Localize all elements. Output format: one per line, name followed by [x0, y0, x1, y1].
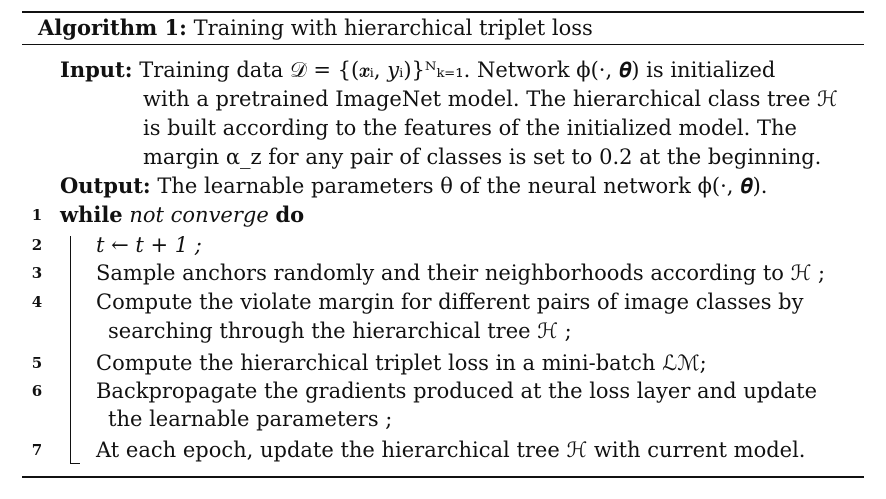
loop-body-bar [70, 236, 71, 464]
input-line-1: Input: Training data 𝒟 = {(𝒙ᵢ, 𝑦ᵢ)}ᴺₖ₌₁.… [60, 56, 775, 84]
top-rule [22, 11, 864, 13]
step-4-text: Compute the violate margin for different… [96, 290, 804, 314]
step-6-text: Backpropagate the gradients produced at … [96, 379, 817, 403]
step-number-3: 3 [31, 264, 43, 282]
step-6-continuation: the learnable parameters ; [108, 407, 393, 431]
step-5-text: Compute the hierarchical triplet loss in… [96, 351, 707, 375]
step-number-2: 2 [31, 236, 43, 254]
while-keyword: while [60, 202, 123, 227]
step-1-while: while not converge do [60, 201, 304, 229]
algorithm-title: Algorithm 1: Training with hierarchical … [38, 14, 593, 42]
algorithm-label: Algorithm 1: [38, 15, 187, 40]
input-line-3: is built according to the features of th… [143, 116, 797, 140]
step-4-continuation: searching through the hierarchical tree … [108, 319, 572, 343]
step-number-7: 7 [31, 441, 43, 459]
step-number-6: 6 [31, 382, 43, 400]
loop-body-bar-foot [70, 463, 80, 464]
step-3-text: Sample anchors randomly and their neighb… [96, 261, 826, 285]
step-2-text: t ← t + 1 ; [96, 233, 202, 257]
step-number-4: 4 [31, 293, 43, 311]
output-line: Output: The learnable parameters θ of th… [60, 172, 767, 200]
bottom-rule [22, 476, 864, 478]
input-text-1: Training data 𝒟 = {(𝒙ᵢ, 𝑦ᵢ)}ᴺₖ₌₁. Networ… [139, 58, 776, 82]
step-number-1: 1 [31, 206, 43, 224]
algorithm-title-text: Training with hierarchical triplet loss [193, 16, 593, 40]
step-number-5: 5 [31, 354, 43, 372]
do-keyword: do [275, 202, 305, 227]
input-label: Input: [60, 57, 133, 82]
input-line-4: margin α_z for any pair of classes is se… [143, 145, 822, 169]
output-text: The learnable parameters θ of the neural… [157, 174, 768, 198]
output-label: Output: [60, 173, 151, 198]
step-7-text: At each epoch, update the hierarchical t… [96, 438, 806, 462]
input-line-2: with a pretrained ImageNet model. The hi… [143, 87, 838, 111]
title-rule [22, 44, 864, 45]
while-condition: not converge [129, 203, 269, 227]
